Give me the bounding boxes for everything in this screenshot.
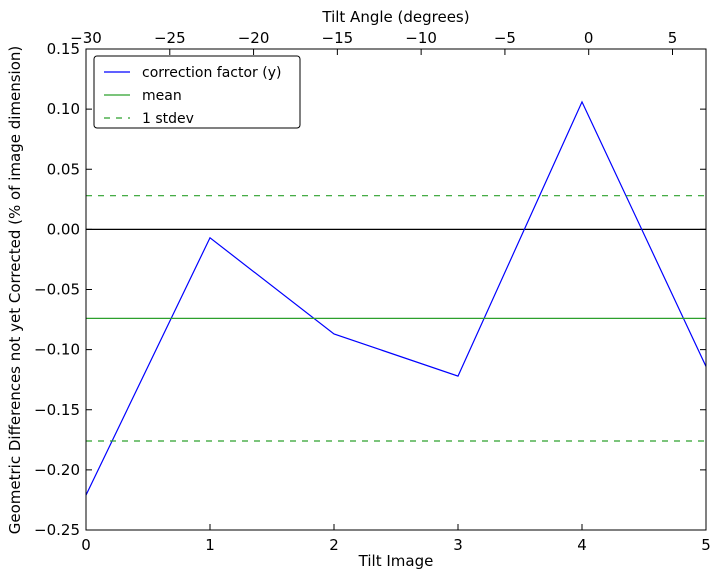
x2-tick-label: −5 bbox=[494, 29, 516, 47]
x2-tick-label: −10 bbox=[405, 29, 437, 47]
x2-tick-label: −15 bbox=[322, 29, 354, 47]
y-tick-label: 0.00 bbox=[47, 220, 80, 238]
x-axis-label: Tilt Image bbox=[358, 552, 434, 570]
x-tick-label: 4 bbox=[577, 536, 587, 554]
x2-axis-label: Tilt Angle (degrees) bbox=[321, 8, 469, 26]
x-tick-label: 3 bbox=[453, 536, 463, 554]
y-tick-label: 0.10 bbox=[47, 100, 80, 118]
y-tick-label: 0.15 bbox=[47, 40, 80, 58]
y-tick-label: −0.25 bbox=[34, 521, 80, 539]
x-tick-label: 5 bbox=[701, 536, 711, 554]
y-tick-label: −0.10 bbox=[34, 341, 80, 359]
axes-layer: 0 1 2 3 4 5 −30 −25 −20 −15 −10 −5 0 5 −0.25 −0.20 −0.15… bbox=[34, 29, 711, 554]
legend-entry-label: correction factor (y) bbox=[142, 65, 281, 81]
x-tick-label: 0 bbox=[81, 536, 91, 554]
y-tick-label: −0.15 bbox=[34, 401, 80, 419]
x2-tick-label: −20 bbox=[238, 29, 270, 47]
y-tick-label: 0.05 bbox=[47, 160, 80, 178]
x-tick-label: 1 bbox=[205, 536, 215, 554]
x2-tick-label: 0 bbox=[584, 29, 594, 47]
x2-tick-label: −30 bbox=[70, 29, 102, 47]
x2-tick-label: −25 bbox=[154, 29, 186, 47]
legend-entry-label: mean bbox=[142, 88, 182, 104]
legend-entry-label: 1 stdev bbox=[142, 111, 194, 127]
y-tick-label: −0.05 bbox=[34, 281, 80, 299]
series-layer bbox=[85, 100, 707, 496]
legend-box bbox=[93, 55, 301, 129]
x2-tick-label: 5 bbox=[668, 29, 678, 47]
x-tick-label: 2 bbox=[329, 536, 339, 554]
series-line-0 bbox=[85, 100, 707, 496]
y-tick-label: −0.20 bbox=[34, 461, 80, 479]
y-axis-label: Geometric Differences not yet Corrected … bbox=[6, 46, 24, 535]
legend: correction factor (y) mean 1 stdev bbox=[93, 55, 301, 129]
